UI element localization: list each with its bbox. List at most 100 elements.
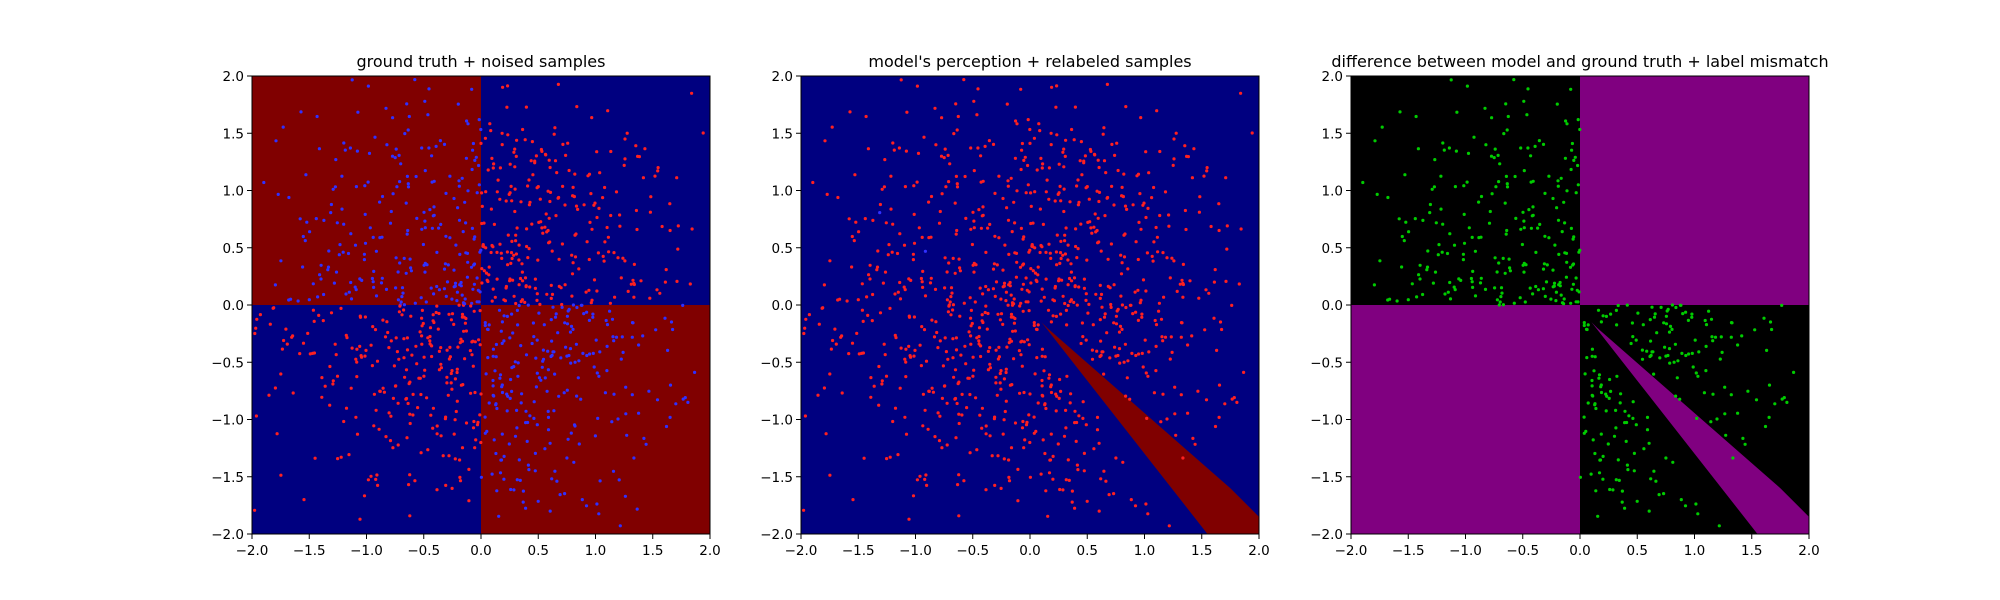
- scatter-point: [1224, 279, 1228, 283]
- scatter-point: [473, 390, 477, 395]
- scatter-point: [553, 469, 557, 473]
- scatter-point: [1114, 322, 1119, 326]
- scatter-point: [1505, 185, 1510, 189]
- scatter-point: [621, 350, 625, 354]
- scatter-point: [570, 253, 574, 257]
- scatter-point: [1158, 213, 1162, 218]
- scatter-point: [560, 305, 564, 309]
- scatter-point: [430, 180, 434, 184]
- scatter-point: [502, 477, 506, 481]
- scatter-point: [538, 197, 542, 201]
- scatter-point: [1092, 152, 1097, 156]
- scatter-point: [1146, 206, 1150, 210]
- scatter-point: [860, 351, 864, 355]
- scatter-point: [880, 379, 884, 383]
- scatter-point: [1040, 166, 1044, 170]
- scatter-point: [527, 203, 532, 207]
- scatter-point: [984, 250, 988, 254]
- scatter-point: [1494, 185, 1498, 189]
- scatter-point: [480, 191, 484, 195]
- scatter-point: [1109, 302, 1113, 307]
- scatter-point: [439, 366, 443, 370]
- scatter-point: [1145, 416, 1149, 420]
- scatter-point: [934, 143, 938, 147]
- scatter-point: [1088, 220, 1092, 224]
- scatter-point: [431, 214, 435, 218]
- scatter-point: [407, 483, 411, 487]
- scatter-point: [1492, 156, 1496, 160]
- scatter-point: [1070, 489, 1074, 493]
- scatter-point: [1495, 298, 1499, 302]
- scatter-point: [860, 282, 864, 286]
- scatter-point: [1066, 458, 1070, 462]
- scatter-point: [1547, 174, 1551, 178]
- scatter-point: [1551, 196, 1555, 201]
- scatter-point: [875, 265, 880, 269]
- scatter-point: [1525, 113, 1529, 117]
- scatter-point: [1618, 401, 1622, 405]
- scatter-point: [322, 292, 326, 297]
- scatter-point: [1434, 221, 1438, 225]
- scatter-point: [824, 432, 828, 436]
- scatter-point: [1027, 250, 1031, 254]
- scatter-point: [304, 173, 308, 177]
- scatter-point: [1091, 323, 1095, 327]
- scatter-point: [1059, 199, 1063, 203]
- scatter-point: [374, 477, 378, 481]
- scatter-point: [1047, 373, 1052, 377]
- scatter-point: [618, 224, 622, 228]
- scatter-point: [884, 374, 889, 378]
- scatter-point: [517, 303, 521, 308]
- scatter-point: [475, 276, 479, 280]
- scatter-point: [360, 355, 364, 359]
- scatter-point: [313, 456, 317, 460]
- scatter-point: [484, 271, 489, 275]
- scatter-point: [1131, 203, 1135, 207]
- scatter-point: [1605, 394, 1609, 398]
- scatter-point: [956, 114, 960, 119]
- scatter-point: [1694, 371, 1698, 375]
- scatter-point: [1522, 226, 1526, 230]
- scatter-point: [338, 243, 342, 247]
- scatter-point: [391, 116, 395, 120]
- scatter-point: [993, 191, 997, 195]
- x-tick-label: −1.5: [1392, 543, 1425, 559]
- scatter-point: [492, 162, 496, 166]
- x-tick-label: 1.5: [1191, 543, 1212, 559]
- scatter-point: [598, 350, 602, 354]
- scatter-point: [572, 423, 577, 427]
- scatter-point: [1172, 137, 1176, 141]
- scatter-point: [1124, 394, 1128, 398]
- scatter-point: [601, 196, 605, 200]
- scatter-point: [320, 395, 324, 399]
- scatter-point: [617, 478, 621, 482]
- scatter-point: [497, 514, 501, 518]
- scatter-point: [1003, 409, 1007, 414]
- scatter-point: [387, 346, 391, 350]
- scatter-point: [1054, 250, 1058, 254]
- scatter-point: [477, 338, 481, 342]
- scatter-point: [1522, 219, 1526, 223]
- scatter-point: [1503, 271, 1507, 275]
- scatter-point: [1717, 524, 1721, 528]
- scatter-points: [1361, 78, 1796, 528]
- scatter-point: [380, 276, 384, 280]
- scatter-point: [979, 354, 983, 359]
- scatter-point: [585, 353, 589, 358]
- scatter-point: [509, 377, 513, 382]
- scatter-point: [500, 341, 504, 345]
- scatter-point: [994, 381, 998, 385]
- scatter-point: [1094, 292, 1098, 296]
- scatter-point: [506, 233, 510, 237]
- scatter-point: [536, 258, 540, 262]
- scatter-point: [1068, 401, 1072, 405]
- scatter-point: [953, 201, 957, 205]
- scatter-point: [1002, 418, 1006, 422]
- scatter-point: [927, 200, 931, 204]
- scatter-point: [935, 330, 939, 335]
- scatter-point: [1202, 174, 1206, 178]
- scatter-point: [423, 226, 427, 230]
- scatter-point: [1090, 231, 1094, 235]
- scatter-point: [653, 174, 657, 178]
- scatter-point: [411, 392, 415, 396]
